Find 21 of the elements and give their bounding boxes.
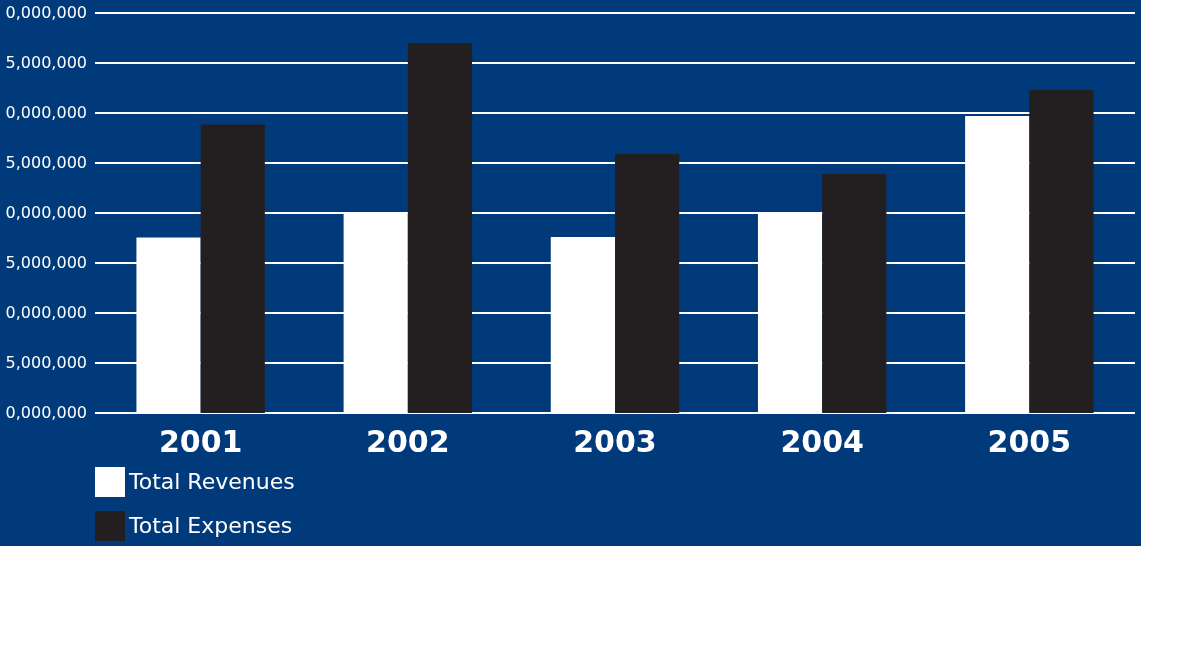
- bar: [407, 43, 473, 413]
- text: 5,000,000: [5, 153, 87, 172]
- legend-label: Total Expenses: [128, 513, 293, 538]
- bar: [822, 173, 887, 413]
- bar: [615, 154, 680, 413]
- x-tick-label: 2002: [366, 423, 450, 459]
- bar: [1029, 89, 1094, 413]
- text: 0,000,000: [5, 103, 87, 122]
- text: 5,000,000: [5, 353, 87, 372]
- text: 0,000,000: [5, 403, 87, 422]
- text: 5,000,000: [5, 253, 87, 272]
- x-tick-label: 2003: [573, 423, 657, 459]
- x-tick-label: 2004: [780, 423, 864, 459]
- x-tick-label: 2005: [987, 423, 1072, 459]
- text: 0,000,000: [5, 303, 87, 322]
- legend-label: Total Revenues: [128, 469, 295, 494]
- bar: [200, 124, 265, 413]
- text: 5,000,000: [5, 53, 87, 72]
- x-tick-label: 2001: [158, 423, 243, 459]
- text: 0,000,000: [5, 203, 87, 222]
- text: 0,000,000: [5, 3, 87, 22]
